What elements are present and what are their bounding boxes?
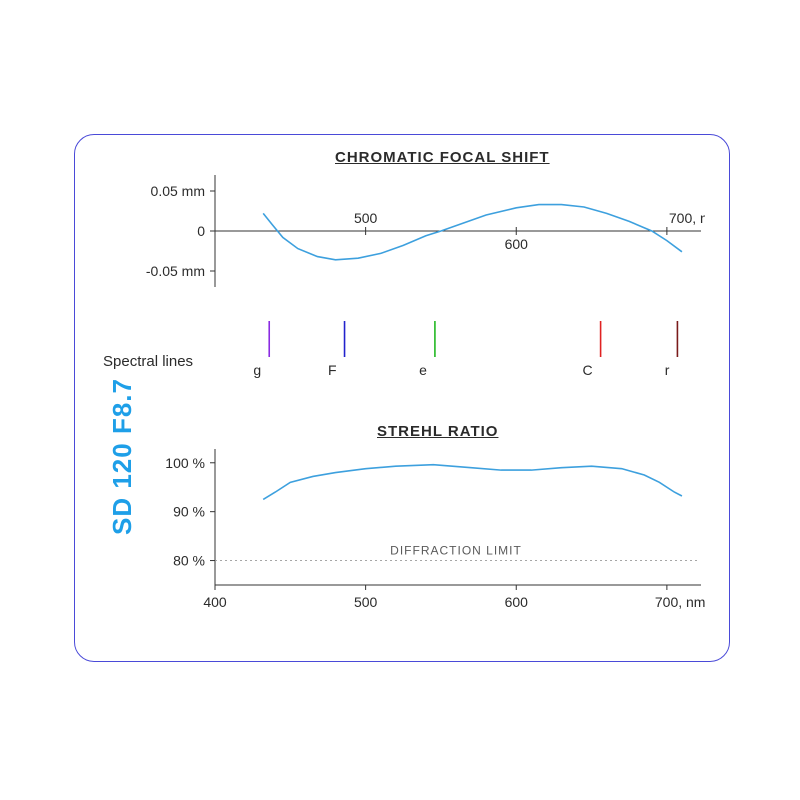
svg-text:90 %: 90 % [173,504,205,520]
svg-text:80 %: 80 % [173,553,205,569]
svg-text:C: C [582,362,592,378]
chromatic-chart: -0.05 mm 0 0.05 mm 500 600 700, nm [145,171,705,291]
strehl-title: STREHL RATIO [377,423,498,440]
side-label: SD 120 F8.7 [107,378,138,535]
svg-text:g: g [253,362,261,378]
chromatic-title: CHROMATIC FOCAL SHIFT [335,149,550,166]
svg-text:700, nm: 700, nm [655,594,705,610]
svg-text:r: r [665,362,670,378]
strehl-chart: 80 % 90 % 100 % DIFFRACTION LIMIT 400 500 600 7… [145,445,705,635]
svg-text:700, nm: 700, nm [669,210,705,226]
svg-text:DIFFRACTION LIMIT: DIFFRACTION LIMIT [390,544,522,558]
svg-text:600: 600 [505,594,529,610]
svg-text:400: 400 [203,594,227,610]
svg-text:F: F [328,362,337,378]
chart-card: SD 120 F8.7 CHROMATIC FOCAL SHIFT -0.05 … [74,134,730,662]
svg-text:500: 500 [354,594,378,610]
svg-text:0: 0 [197,223,205,239]
svg-text:-0.05 mm: -0.05 mm [146,263,205,279]
svg-text:600: 600 [505,236,529,252]
svg-text:500: 500 [354,210,378,226]
svg-text:e: e [419,362,427,378]
svg-text:0.05 mm: 0.05 mm [151,183,205,199]
spectral-lines: g Fe Cr [145,319,705,389]
svg-text:100 %: 100 % [165,455,205,471]
